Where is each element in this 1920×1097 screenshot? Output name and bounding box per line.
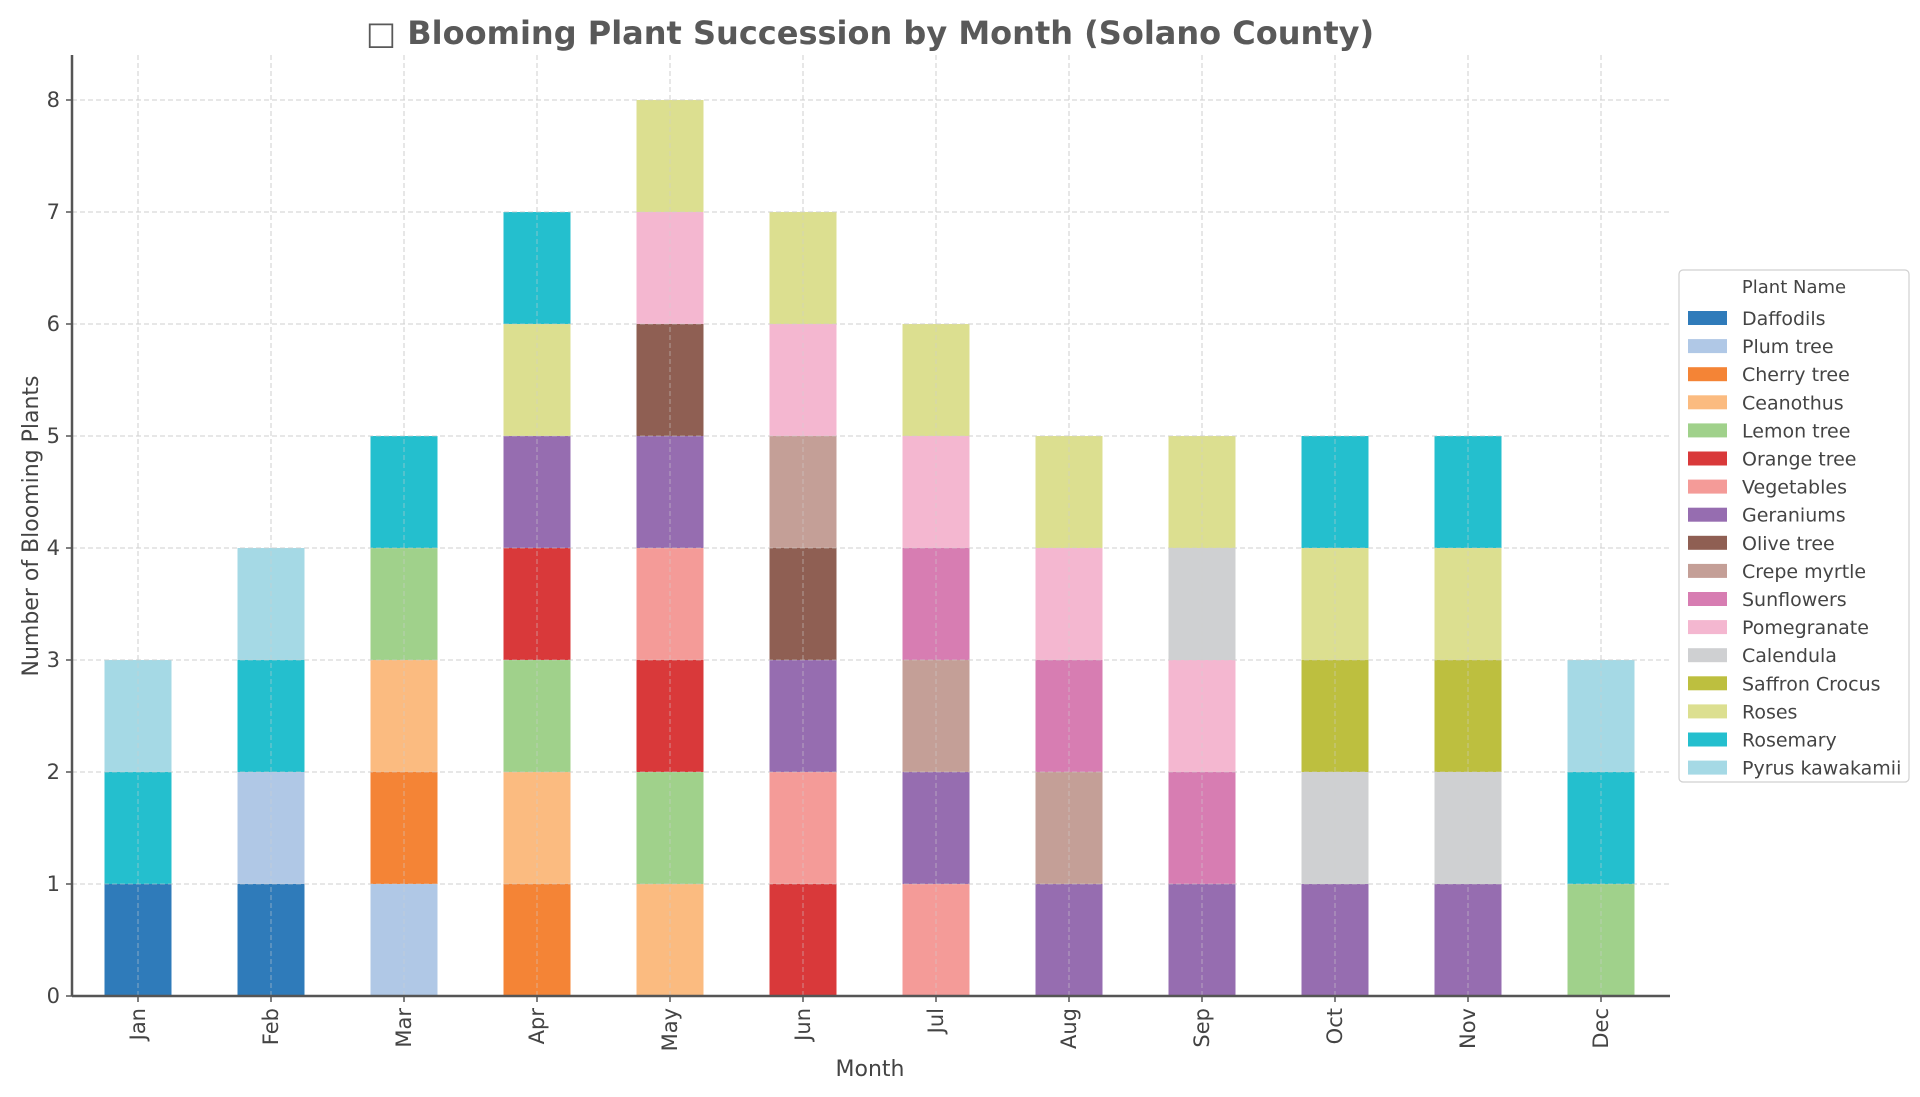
axes	[70, 55, 1670, 998]
legend-swatch	[1688, 704, 1727, 719]
x-tick-label-may: May	[658, 1008, 682, 1051]
legend-label: Daffodils	[1742, 308, 1826, 330]
x-tick-label-jul: Jul	[924, 1008, 948, 1035]
legend-swatch	[1688, 732, 1727, 747]
y-axis-label: Number of Blooming Plants	[19, 375, 44, 676]
y-tick-label: 6	[47, 312, 60, 336]
x-ticks: Jan Feb Mar Apr May Jun Jul Aug Sep Oct Nov Dec	[126, 996, 1613, 1051]
x-axis-label: Month	[836, 1057, 905, 1082]
legend-label: Pyrus kawakamii	[1742, 758, 1901, 780]
legend-label: Vegetables	[1742, 477, 1847, 499]
legend-swatch	[1688, 311, 1727, 325]
legend-swatch	[1688, 592, 1727, 606]
legend-swatch	[1688, 507, 1727, 522]
legend-swatch	[1688, 535, 1727, 550]
legend-label: Saffron Crocus	[1742, 673, 1881, 695]
legend-label: Pomegranate	[1742, 617, 1869, 639]
legend-item-saffron-crocus: Saffron Crocus	[1688, 673, 1881, 695]
legend-item-geraniums: Geraniums	[1688, 505, 1846, 527]
legend-label: Orange tree	[1742, 449, 1856, 471]
legend-swatch	[1688, 620, 1727, 635]
legend-label: Cherry tree	[1742, 364, 1850, 386]
legend-item-ceanothus: Ceanothus	[1688, 392, 1844, 414]
legend-item-pomegranate: Pomegranate	[1688, 617, 1869, 639]
legend-item-crepe-myrtle: Crepe myrtle	[1688, 561, 1866, 583]
bars	[72, 55, 1670, 997]
x-tick-label-apr: Apr	[525, 1008, 549, 1045]
legend-item-vegetables: Vegetables	[1688, 477, 1847, 499]
x-tick-label-sep: Sep	[1190, 1008, 1214, 1048]
legend-item-lemon-tree: Lemon tree	[1688, 420, 1850, 442]
legend-label: Lemon tree	[1742, 420, 1850, 442]
x-tick-label-jun: Jun	[791, 1008, 815, 1043]
legend-item-calendula: Calendula	[1688, 645, 1837, 667]
legend-label: Calendula	[1742, 645, 1837, 667]
legend-swatch	[1688, 367, 1727, 382]
legend-item-sunflowers: Sunflowers	[1688, 589, 1847, 611]
legend-swatch	[1688, 339, 1727, 354]
legend-item-daffodils: Daffodils	[1688, 308, 1826, 330]
y-tick-label: 5	[47, 424, 60, 448]
legend-item-pyrus-kawakamii: Pyrus kawakamii	[1688, 758, 1901, 780]
legend-item-roses: Roses	[1688, 701, 1797, 723]
legend-item-orange-tree: Orange tree	[1688, 449, 1856, 471]
legend-item-cherry-tree: Cherry tree	[1688, 364, 1850, 386]
y-tick-label: 7	[47, 200, 60, 224]
legend-swatch	[1688, 760, 1727, 775]
legend-label: Rosemary	[1742, 730, 1837, 752]
legend-label: Sunflowers	[1742, 589, 1847, 611]
legend-item-rosemary: Rosemary	[1688, 730, 1837, 752]
x-tick-label-aug: Aug	[1057, 1008, 1081, 1049]
legend-label: Ceanothus	[1742, 392, 1844, 414]
y-tick-label: 0	[47, 984, 60, 1008]
chart-title: □ Blooming Plant Succession by Month (So…	[366, 14, 1374, 52]
legend-swatch	[1688, 676, 1727, 691]
legend-label: Roses	[1742, 701, 1797, 723]
y-tick-label: 1	[47, 872, 60, 896]
gridlines	[72, 55, 1670, 997]
y-tick-label: 3	[47, 648, 60, 672]
y-tick-label: 8	[47, 88, 60, 112]
legend-swatch	[1688, 648, 1727, 663]
legend-title: Plant Name	[1742, 277, 1846, 298]
legend-items: Daffodils Plum tree Cherry tree Ceanothus Le…	[1688, 308, 1901, 780]
x-tick-label-oct: Oct	[1323, 1008, 1347, 1044]
legend-box	[1678, 269, 1910, 783]
legend-item-olive-tree: Olive tree	[1688, 533, 1835, 555]
legend-label: Geraniums	[1742, 505, 1846, 527]
legend-swatch	[1688, 563, 1727, 578]
x-tick-label-dec: Dec	[1589, 1008, 1613, 1049]
legend-label: Plum tree	[1742, 336, 1834, 358]
legend-swatch	[1688, 479, 1727, 494]
legend-label: Crepe myrtle	[1742, 561, 1866, 583]
y-tick-label: 4	[47, 536, 60, 560]
y-ticks: 0 1 2 3 4 5 6 7 8	[47, 88, 72, 1008]
y-tick-label: 2	[47, 760, 60, 784]
legend-swatch	[1688, 423, 1727, 438]
x-tick-label-mar: Mar	[392, 1008, 416, 1048]
legend-label: Olive tree	[1742, 533, 1835, 555]
legend-swatch	[1688, 451, 1727, 466]
legend-item-plum-tree: Plum tree	[1688, 336, 1834, 358]
x-tick-label-jan: Jan	[126, 1008, 150, 1042]
x-tick-label-nov: Nov	[1456, 1008, 1480, 1049]
x-tick-label-feb: Feb	[259, 1008, 283, 1045]
legend: Plant Name Daffodils Plum tree Cherry tree…	[1678, 269, 1910, 783]
legend-swatch	[1688, 395, 1727, 410]
